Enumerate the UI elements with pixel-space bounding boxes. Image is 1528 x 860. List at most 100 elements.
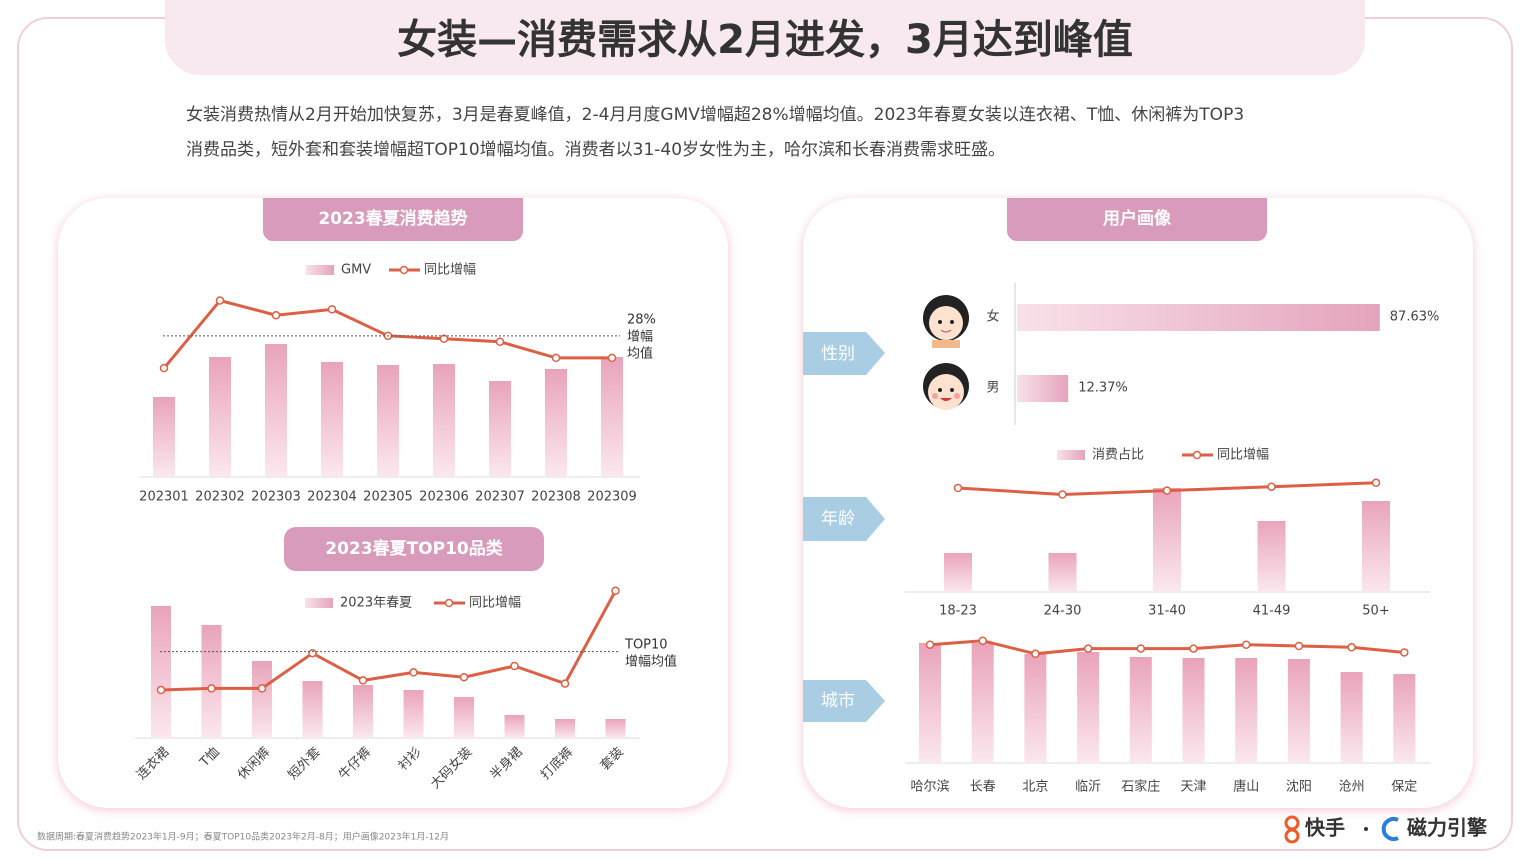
x-tick-label: 哈尔滨 bbox=[910, 779, 949, 795]
bar bbox=[489, 381, 511, 477]
left-panel bbox=[58, 198, 728, 808]
line-point bbox=[1347, 643, 1356, 652]
legend-marker bbox=[444, 598, 454, 608]
bar bbox=[555, 719, 575, 738]
line-point bbox=[308, 648, 317, 658]
x-tick-label: 沈阳 bbox=[1286, 780, 1312, 795]
section-tag bbox=[803, 332, 885, 375]
bar bbox=[1393, 674, 1416, 763]
line-point bbox=[1031, 649, 1040, 659]
line-point bbox=[271, 310, 281, 320]
panel-title: 用户画像 bbox=[1103, 208, 1172, 229]
bar bbox=[454, 697, 474, 738]
line-point bbox=[459, 672, 469, 682]
legend-label: 同比增幅 bbox=[469, 596, 521, 611]
bar bbox=[1017, 304, 1380, 331]
line-point bbox=[439, 334, 449, 344]
bar bbox=[302, 681, 323, 738]
legend-swatch bbox=[305, 598, 333, 608]
line-point bbox=[1136, 644, 1146, 653]
bar bbox=[545, 369, 567, 477]
section-label: 城市 bbox=[821, 691, 855, 711]
x-tick-label: 北京 bbox=[1022, 780, 1048, 795]
bar bbox=[153, 397, 175, 477]
line-point bbox=[1058, 490, 1067, 499]
x-tick-label: 31-40 bbox=[1148, 604, 1186, 619]
male-icon bbox=[923, 363, 969, 410]
x-tick-label: 202308 bbox=[531, 490, 581, 505]
bar bbox=[377, 365, 399, 477]
line-point bbox=[953, 483, 963, 493]
line-point bbox=[409, 668, 418, 677]
line-point bbox=[1294, 641, 1304, 651]
line-point bbox=[207, 684, 216, 693]
legend-label: 2023年春夏 bbox=[340, 596, 412, 611]
section-label: 年龄 bbox=[821, 509, 855, 529]
bar bbox=[919, 643, 941, 763]
line-point bbox=[551, 353, 561, 363]
value-label: 87.63% bbox=[1390, 310, 1440, 325]
x-tick-label: 石家庄 bbox=[1121, 779, 1160, 795]
bar bbox=[321, 362, 343, 477]
description: 女装消费热情从2月开始加快复苏，3月是春夏峰值，2-4月月度GMV增幅超28%增… bbox=[186, 105, 1244, 125]
bar bbox=[353, 685, 373, 738]
bar bbox=[1048, 553, 1077, 592]
chart-title: 2023春夏TOP10品类 bbox=[325, 538, 503, 559]
section-tag bbox=[803, 680, 885, 722]
brand: 快手 磁力引擎 bbox=[1284, 815, 1487, 844]
bar bbox=[252, 661, 272, 738]
x-tick-label: 41-49 bbox=[1253, 604, 1291, 619]
right-panel bbox=[803, 198, 1473, 808]
value-label: 12.37% bbox=[1078, 381, 1128, 396]
bar bbox=[971, 643, 994, 763]
x-tick-label: 202305 bbox=[363, 490, 413, 505]
x-tick-label: 临沂 bbox=[1075, 780, 1101, 795]
x-tick-label: 202301 bbox=[139, 490, 189, 505]
y-tick-label: 男 bbox=[986, 381, 999, 396]
line-point bbox=[358, 676, 368, 685]
x-tick-label: 202302 bbox=[195, 490, 245, 505]
legend-swatch bbox=[306, 265, 334, 275]
reference-label: 28% bbox=[627, 313, 656, 328]
brand-name: 磁力引擎 bbox=[1407, 816, 1487, 840]
bar bbox=[1182, 658, 1205, 763]
line-point bbox=[1189, 644, 1198, 653]
bar bbox=[601, 357, 623, 477]
bar bbox=[605, 719, 626, 738]
line-point bbox=[495, 337, 505, 346]
bar bbox=[1340, 672, 1363, 763]
line bbox=[160, 590, 617, 692]
bar bbox=[201, 625, 222, 738]
legend-label: 消费占比 bbox=[1092, 448, 1144, 463]
legend-marker bbox=[1192, 450, 1202, 460]
x-tick-label: 202306 bbox=[419, 490, 469, 505]
x-tick-label: 18-23 bbox=[939, 604, 977, 619]
line-point bbox=[560, 679, 570, 688]
bar bbox=[1362, 501, 1390, 592]
bar bbox=[1129, 657, 1152, 763]
legend-swatch bbox=[1057, 450, 1085, 460]
page-title: 女装—消费需求从2月进发，3月达到峰值 bbox=[397, 17, 1133, 63]
bar bbox=[209, 357, 231, 477]
line-point bbox=[156, 685, 166, 695]
brand-name: 快手 bbox=[1305, 816, 1345, 840]
legend-label: GMV bbox=[341, 263, 371, 278]
x-tick-label: 沧州 bbox=[1339, 779, 1365, 795]
bar bbox=[1077, 652, 1100, 763]
bar bbox=[1024, 654, 1047, 763]
bar bbox=[1153, 488, 1181, 592]
line-point bbox=[510, 661, 519, 671]
reference-label: TOP10 bbox=[624, 638, 668, 653]
x-tick-label: 202309 bbox=[587, 490, 637, 505]
line-point bbox=[1371, 478, 1381, 488]
x-tick-label: 长春 bbox=[970, 780, 996, 795]
line-point bbox=[925, 640, 935, 649]
bar bbox=[1235, 658, 1258, 763]
x-tick-label: 202304 bbox=[307, 490, 357, 505]
line-point bbox=[1400, 648, 1409, 657]
x-tick-label: 唐山 bbox=[1233, 779, 1259, 795]
tab bbox=[263, 198, 523, 241]
x-tick-label: 202307 bbox=[475, 490, 525, 505]
bar bbox=[504, 715, 525, 738]
